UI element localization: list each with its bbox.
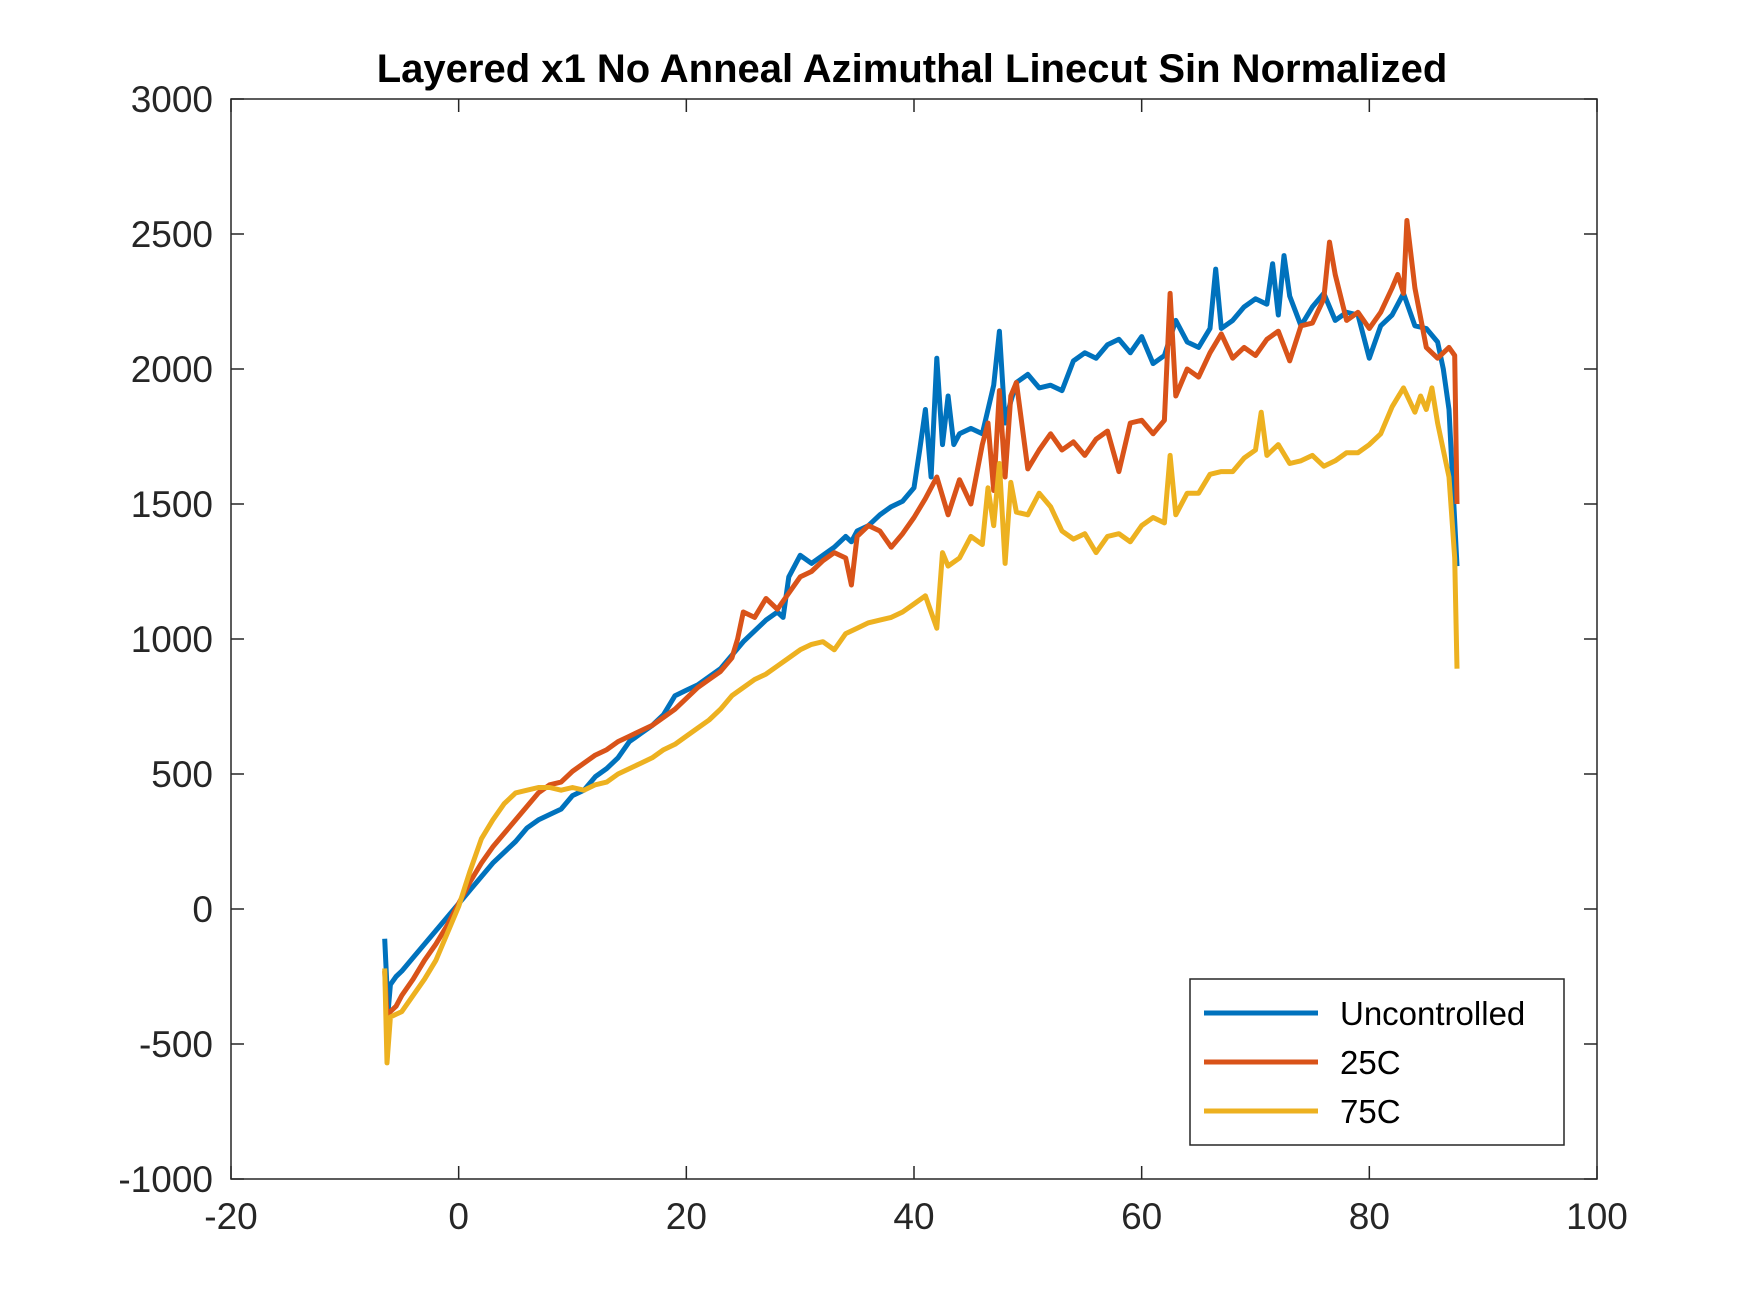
y-tick-label: -1000: [118, 1159, 213, 1200]
series-lines: [382, 218, 1460, 1066]
y-tick-label: 2500: [131, 214, 213, 255]
x-tick-label: 0: [448, 1196, 469, 1237]
legend: Uncontrolled 25C 75C: [1189, 978, 1565, 1146]
y-tick-label: 500: [151, 754, 213, 795]
chart-title: Layered x1 No Anneal Azimuthal Linecut S…: [377, 47, 1448, 91]
y-tick-label: 1000: [131, 619, 213, 660]
y-tick-label: 0: [192, 889, 213, 930]
x-tick-label: 40: [893, 1196, 934, 1237]
x-tick-label: 100: [1566, 1196, 1628, 1237]
y-tick-label: -500: [139, 1024, 213, 1065]
axes-frame: [230, 98, 1598, 1180]
y-tick-label: 3000: [131, 79, 213, 120]
x-tick-label: 20: [666, 1196, 707, 1237]
series-line-uncontrolled: [382, 253, 1460, 1015]
legend-label: 75C: [1340, 1093, 1401, 1130]
x-tick-label: 80: [1349, 1196, 1390, 1237]
axis-ticks: -20 0 20 40 60 80 100 -1000 -500 0 500 1000 1500 2000…: [118, 79, 1628, 1237]
x-tick-label: 60: [1121, 1196, 1162, 1237]
x-tick-label: -20: [204, 1196, 257, 1237]
series-line-25c: [382, 218, 1460, 1020]
y-tick-label: 1500: [131, 484, 213, 525]
series-line-75c: [382, 385, 1460, 1066]
y-tick-label: 2000: [131, 349, 213, 390]
legend-label: Uncontrolled: [1340, 995, 1525, 1032]
legend-label: 25C: [1340, 1044, 1401, 1081]
